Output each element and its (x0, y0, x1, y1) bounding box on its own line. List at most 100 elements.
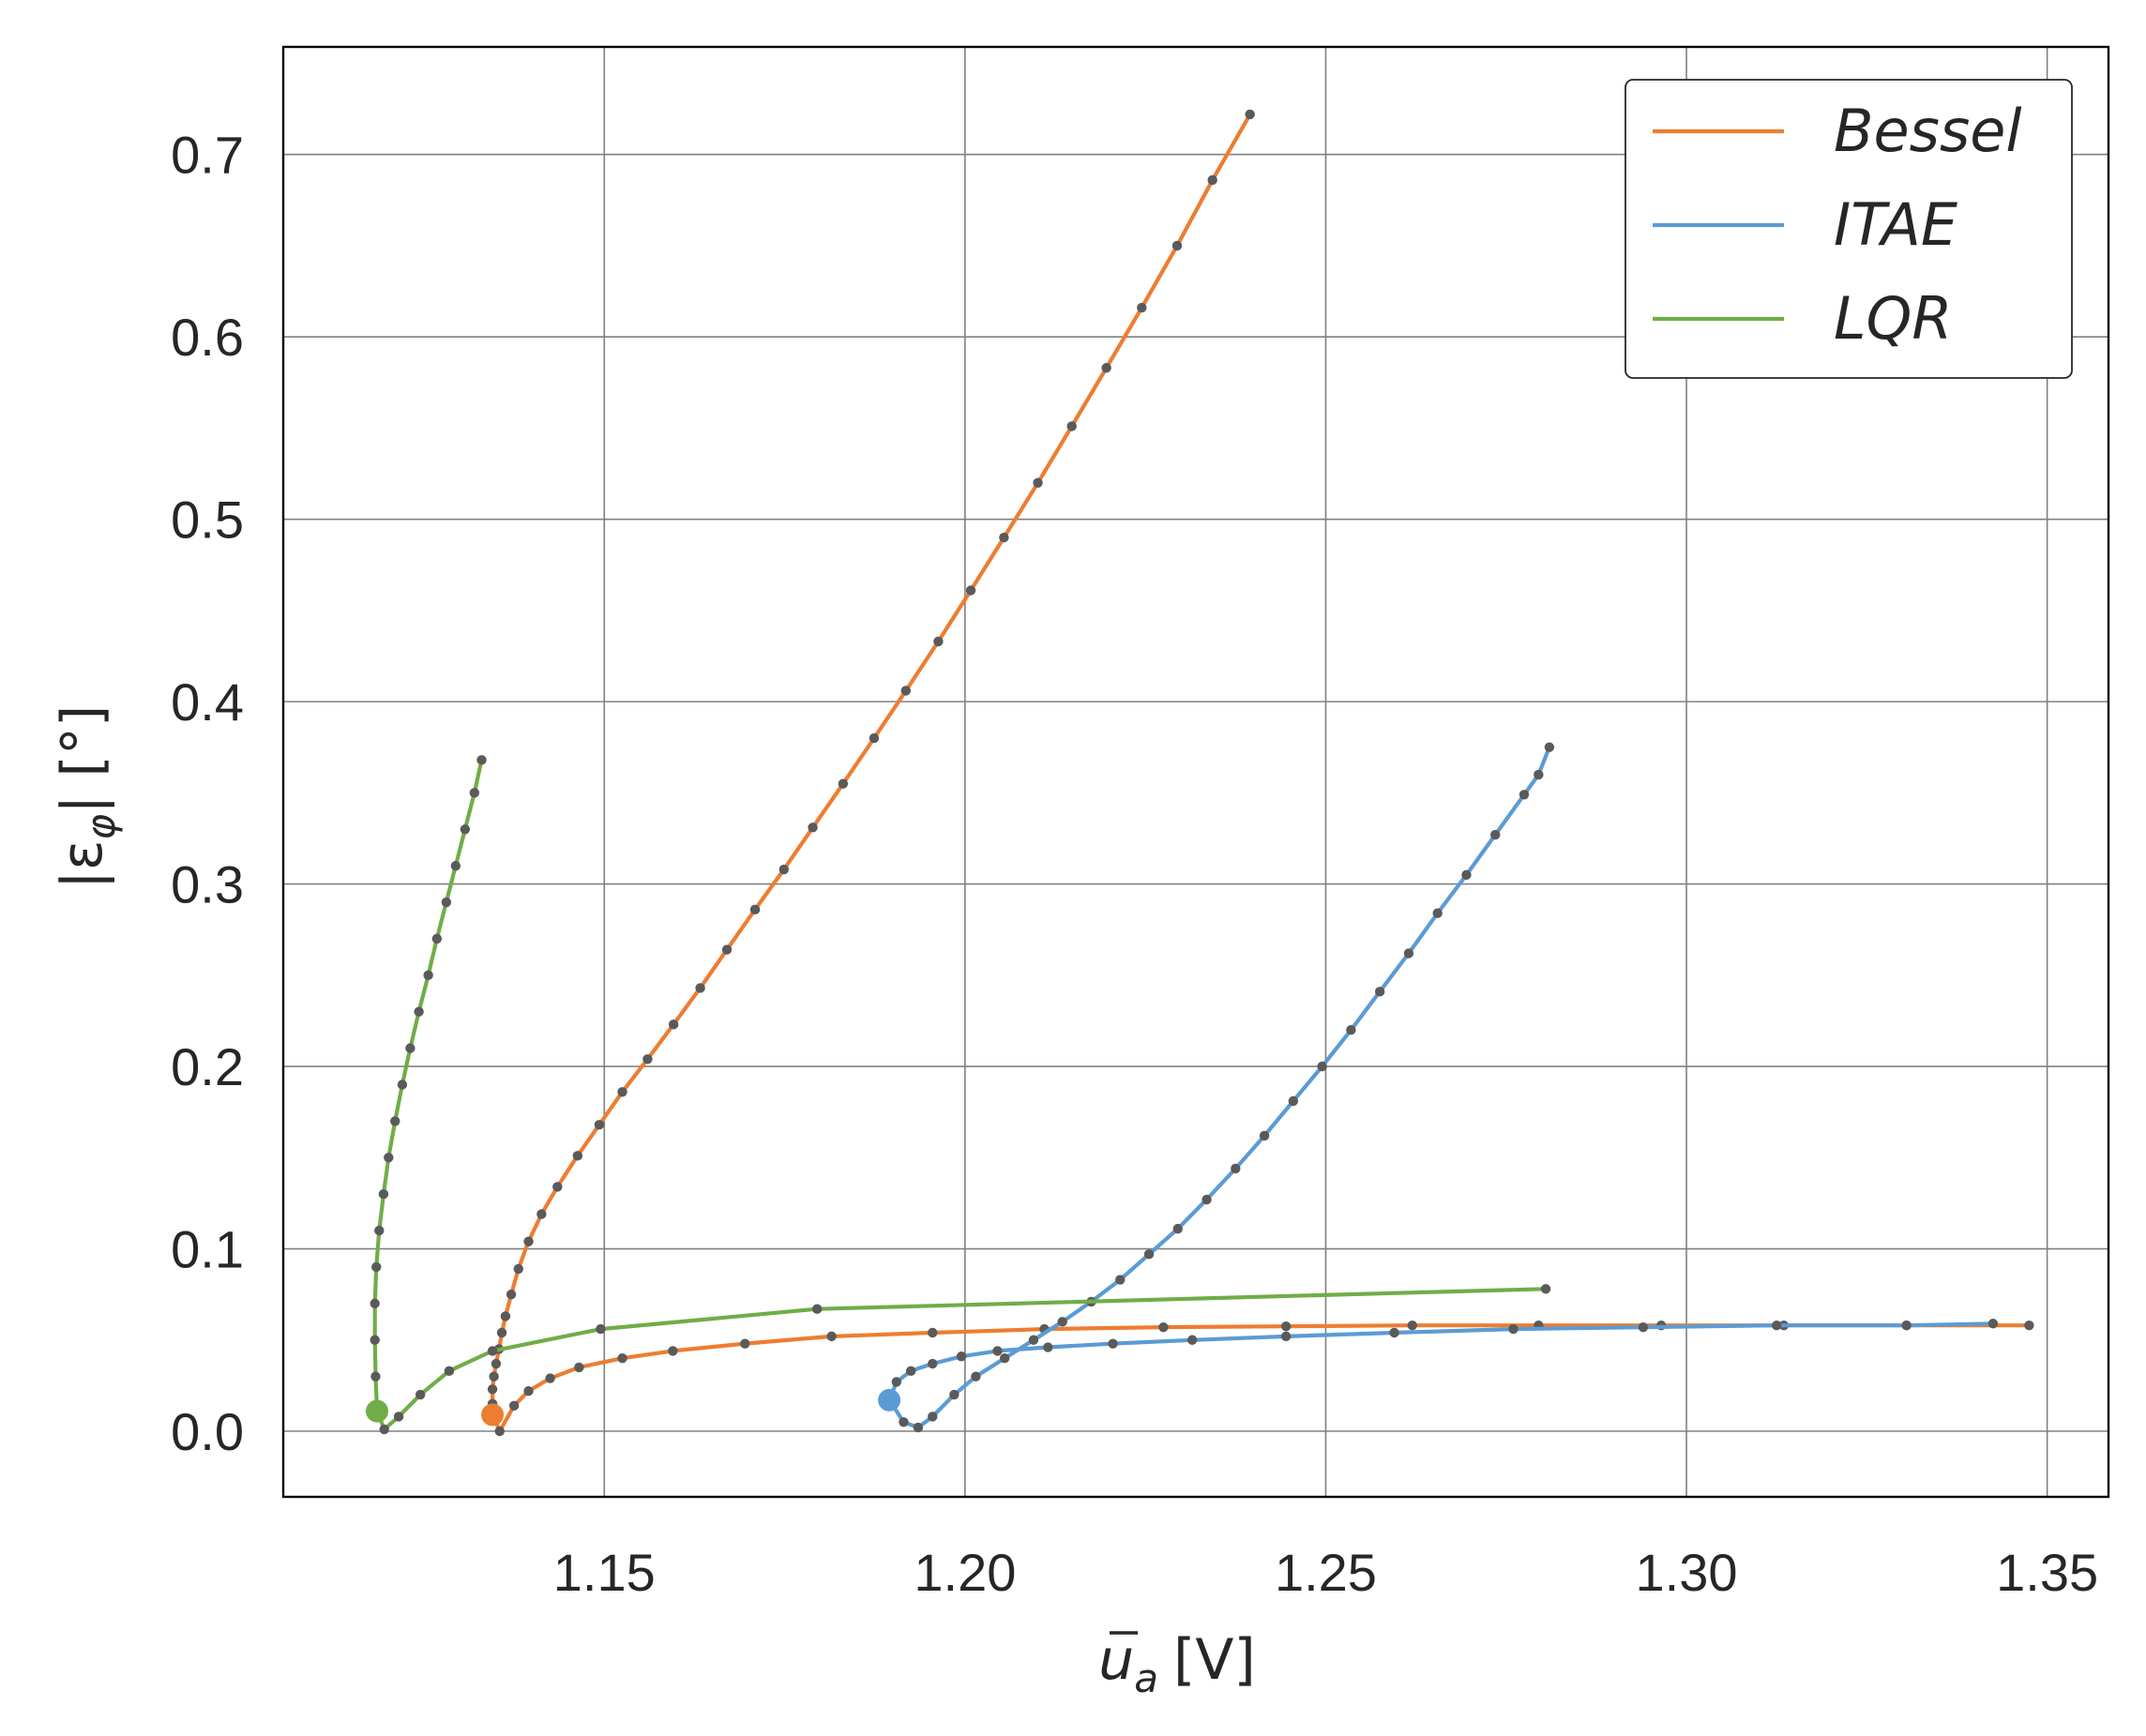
y-tick-label: 0.5 (171, 491, 244, 550)
data-point-bessel (545, 1373, 555, 1383)
data-point-lqr (1540, 1284, 1551, 1294)
data-point-bessel (1171, 240, 1183, 251)
data-point-itae (1280, 1331, 1292, 1342)
data-point-bessel (965, 585, 976, 596)
data-point-lqr (379, 1424, 389, 1435)
data-point-bessel (617, 1087, 627, 1097)
y-tick-label: 0.4 (171, 672, 244, 732)
data-point-lqr (476, 755, 487, 765)
data-point-bessel (1137, 302, 1147, 313)
data-point-bessel (1066, 421, 1077, 431)
data-point-itae (1143, 1249, 1155, 1260)
data-point-bessel (513, 1263, 523, 1275)
data-point-bessel (1033, 477, 1043, 488)
data-point-lqr (441, 897, 452, 908)
data-point-itae (1374, 987, 1385, 997)
legend-label-bessel: Bessel (1834, 97, 2022, 165)
x-tick-label: 1.20 (914, 1543, 1016, 1602)
data-point-itae (1043, 1342, 1053, 1352)
data-point-itae (928, 1358, 938, 1369)
data-point-lqr (460, 824, 471, 835)
data-point-lqr (393, 1411, 404, 1422)
data-point-bessel (695, 983, 705, 993)
data-point-bessel (721, 944, 733, 955)
y-tick-label: 0.7 (171, 126, 244, 185)
data-point-bessel (523, 1386, 534, 1396)
data-point-bessel (1280, 1321, 1292, 1332)
series-line-itae (887, 1321, 1993, 1401)
data-point-bessel (506, 1289, 517, 1300)
data-point-itae (1461, 869, 1472, 881)
grid (283, 47, 2108, 1497)
data-point-itae (1115, 1275, 1126, 1285)
data-point-itae (1987, 1319, 1999, 1329)
data-point-itae (905, 1366, 916, 1377)
data-point-itae (1432, 908, 1443, 918)
data-point-lqr (444, 1366, 455, 1377)
data-point-itae (1259, 1130, 1270, 1141)
start-marker-bessel (481, 1403, 505, 1427)
data-point-bessel (2024, 1321, 2034, 1331)
data-point-itae (1346, 1024, 1356, 1035)
legend-label-itae: ITAE (1834, 190, 1958, 259)
x-tick-label: 1.30 (1636, 1543, 1738, 1602)
y-tick-label: 0.0 (171, 1402, 244, 1461)
series-layer (365, 109, 2034, 1437)
legend: Bessel ITAE LQR (1625, 79, 2073, 379)
data-point-lqr (596, 1323, 606, 1335)
data-point-lqr (811, 1304, 823, 1314)
y-tick-label: 0.1 (171, 1220, 244, 1279)
data-point-bessel (489, 1371, 499, 1381)
data-point-itae (1771, 1321, 1782, 1331)
data-point-lqr (370, 1298, 380, 1309)
data-point-bessel (838, 778, 849, 789)
data-point-bessel (999, 532, 1009, 543)
series-itae (878, 742, 1999, 1433)
data-point-itae (1490, 829, 1501, 840)
data-point-bessel (500, 1311, 511, 1321)
data-point-itae (1108, 1338, 1118, 1349)
data-point-itae (1389, 1327, 1399, 1338)
data-point-bessel (928, 1327, 938, 1338)
plot-frame (281, 45, 2110, 1499)
data-point-bessel (1158, 1321, 1169, 1333)
data-point-bessel (668, 1019, 679, 1030)
data-point-itae (1288, 1095, 1299, 1107)
data-point-bessel (808, 823, 818, 833)
data-point-bessel (1245, 109, 1255, 120)
data-point-bessel (933, 636, 944, 647)
data-point-lqr (414, 1006, 424, 1017)
data-point-lqr (384, 1153, 394, 1163)
x-axis-label: ua [V] (1098, 1627, 1256, 1701)
data-point-bessel (869, 732, 880, 744)
data-point-bessel (552, 1182, 563, 1192)
x-tick-label: 1.15 (553, 1543, 656, 1602)
data-point-itae (1057, 1317, 1067, 1327)
legend-label-lqr: LQR (1834, 284, 1952, 353)
data-point-bessel (642, 1054, 653, 1064)
data-point-itae (1638, 1321, 1649, 1333)
y-tick-label: 0.3 (171, 855, 244, 914)
data-point-bessel (487, 1384, 498, 1395)
data-point-lqr (450, 860, 461, 871)
x-tick-labels: 1.15 1.20 1.25 1.30 1.35 (553, 1543, 2098, 1602)
data-point-itae (913, 1422, 924, 1433)
data-point-bessel (1207, 174, 1217, 186)
data-point-itae (1403, 948, 1414, 959)
data-point-bessel (1407, 1321, 1417, 1331)
data-point-bessel (572, 1151, 583, 1161)
data-point-lqr (371, 1261, 382, 1273)
data-point-itae (1519, 790, 1530, 800)
data-point-itae (928, 1411, 938, 1422)
x-tick-label: 1.35 (1996, 1543, 2098, 1602)
data-point-lqr (390, 1116, 400, 1126)
data-point-itae (1901, 1321, 1912, 1331)
data-point-itae (899, 1417, 909, 1427)
y-axis-label: |εφ| [°] (50, 705, 124, 889)
data-point-itae (992, 1346, 1003, 1356)
data-point-itae (999, 1353, 1010, 1364)
data-point-lqr (423, 970, 433, 981)
data-point-itae (956, 1351, 967, 1362)
data-point-itae (891, 1377, 901, 1387)
